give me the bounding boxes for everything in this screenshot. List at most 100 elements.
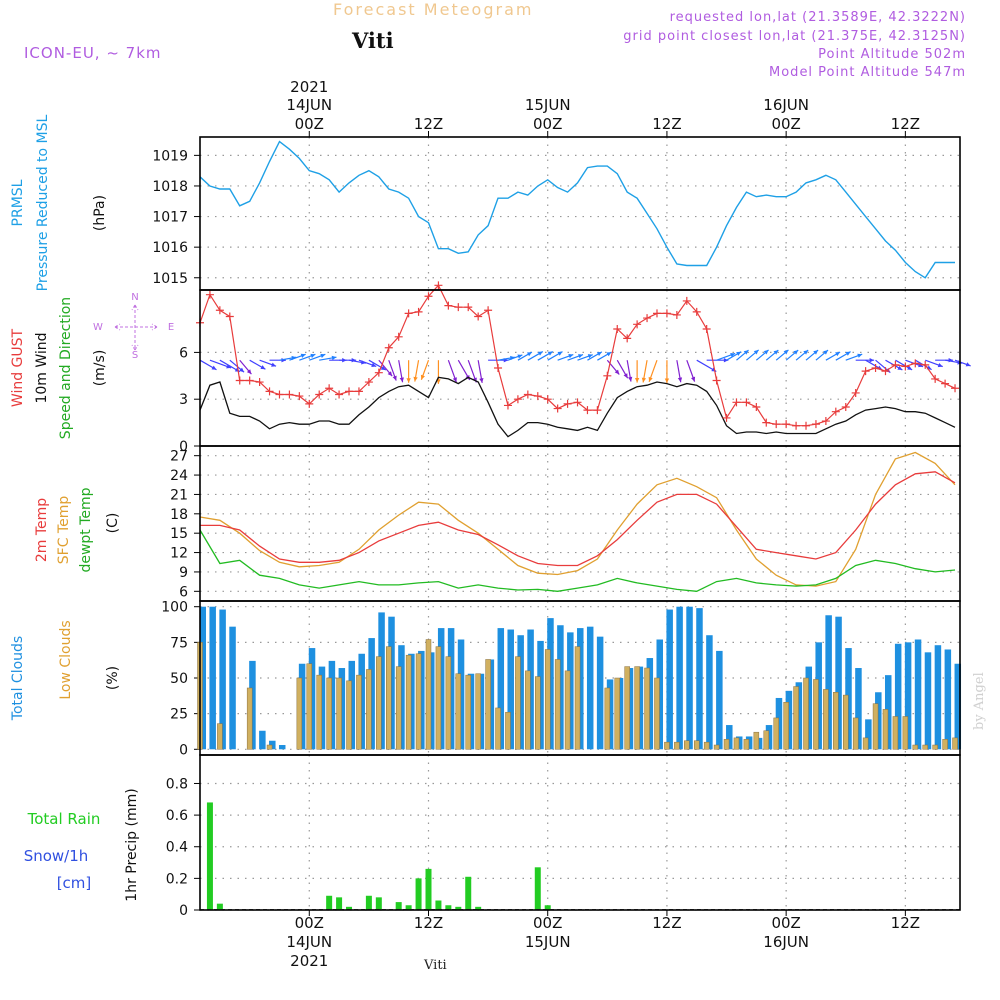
- rain-bar: [544, 905, 551, 910]
- temp-2m-label: 2m Temp: [34, 498, 50, 562]
- low-cloud-bar: [326, 677, 332, 750]
- low-cloud-bar: [852, 717, 859, 750]
- low-cloud-bar: [803, 677, 809, 750]
- wind-arrow-head: [260, 365, 266, 370]
- bottom-date-label: 15JUN: [525, 933, 571, 951]
- wind-arrow-head: [869, 358, 875, 363]
- gust-marker: [404, 309, 413, 318]
- precip-unit: 1hr Precip (mm): [124, 788, 140, 901]
- requested-coords: requested lon,lat (21.3589E, 42.3222N): [669, 10, 966, 25]
- low-cloud-bar: [763, 730, 770, 750]
- gust-marker: [603, 371, 612, 380]
- y-tick-label: 1018: [152, 179, 188, 195]
- dewpoint-label: dewpt Temp: [78, 487, 94, 572]
- wind-arrow-head: [413, 376, 418, 382]
- top-date-label: 14JUN: [286, 96, 332, 114]
- y-tick-label: 0.4: [166, 840, 188, 856]
- wind-arrow-head: [835, 351, 841, 357]
- low-cloud-bar: [654, 677, 660, 750]
- gust-marker: [533, 392, 542, 401]
- wind-arrow-head: [743, 350, 749, 355]
- total-cloud-bar: [904, 642, 912, 750]
- wind-arrow-head: [479, 378, 484, 383]
- low-cloud-bar: [942, 739, 948, 750]
- total-cloud-bar: [855, 668, 862, 750]
- point-altitude: Point Altitude 502m: [818, 47, 966, 62]
- gust-marker: [702, 325, 711, 333]
- gust-marker: [543, 395, 552, 404]
- low-cloud-bar: [296, 677, 303, 750]
- wind-arrow-head: [310, 353, 316, 358]
- y-tick-label: 25: [170, 707, 188, 723]
- y-tick-label: 0.8: [166, 776, 188, 792]
- low-cloud-bar: [554, 659, 561, 750]
- gust-marker: [335, 390, 344, 399]
- total-cloud-bar: [596, 636, 604, 750]
- y-tick-label: 0.2: [166, 871, 188, 887]
- wind-arrow-head: [773, 350, 779, 355]
- panel-frame: [199, 445, 961, 602]
- rain-bar: [455, 906, 462, 910]
- footer-location: Viti: [424, 958, 447, 973]
- gust-marker: [464, 303, 473, 312]
- gust-marker: [782, 420, 791, 429]
- gust-marker: [444, 301, 453, 310]
- y-tick-label: 18: [170, 507, 188, 523]
- rain-bar: [346, 906, 353, 910]
- top-date-label: 16JUN: [763, 96, 809, 114]
- bottom-hour-label: 12Z: [414, 914, 443, 932]
- low-cloud-bar: [405, 654, 412, 750]
- low-cloud-bar: [445, 656, 452, 750]
- low-cloud-bar: [306, 663, 313, 750]
- gust-marker: [613, 325, 622, 333]
- wind-arrow-head: [331, 355, 337, 361]
- wind-arrow-head: [596, 351, 602, 357]
- wind-arrow-head: [823, 350, 829, 355]
- low-cloud-bar: [952, 737, 958, 750]
- wind-arrow-head: [380, 365, 386, 370]
- low-cloud-bar: [217, 723, 223, 750]
- y-tick-label: 0: [179, 903, 188, 919]
- wind-arrow-head: [557, 351, 563, 356]
- rain-bar: [425, 868, 432, 910]
- gust-marker: [563, 399, 572, 408]
- low-cloud-bar: [395, 666, 402, 750]
- low-cloud-bar: [316, 674, 322, 750]
- gust-marker: [454, 303, 463, 312]
- compass-s: S: [132, 350, 138, 361]
- low-cloud-bar: [912, 744, 919, 750]
- total-cloud-bar: [686, 606, 693, 750]
- rain-bars: [206, 802, 551, 910]
- compass-n: N: [131, 292, 138, 303]
- low-cloud-bar: [356, 674, 362, 750]
- total-cloud-bar: [259, 730, 266, 750]
- low-cloud-bar: [684, 740, 690, 750]
- low-cloud-bar: [823, 689, 829, 750]
- model-altitude: Model Point Altitude 547m: [769, 65, 966, 80]
- gust-marker: [871, 364, 880, 372]
- wind-arrow-head: [568, 354, 574, 359]
- y-tick-label: 0.6: [166, 808, 188, 824]
- temp-sfc-line: [199, 451, 956, 587]
- low-cloud-bar: [336, 677, 342, 750]
- low-cloud-bar: [624, 666, 630, 750]
- compass-w: W: [93, 322, 103, 333]
- low-cloud-bar: [644, 667, 650, 750]
- rain-bar: [395, 902, 402, 910]
- wind-arrow-head: [641, 377, 647, 383]
- top-hour-label: 12Z: [414, 115, 443, 133]
- compass-rose: [114, 304, 158, 351]
- gust-marker: [225, 312, 234, 321]
- low-cloud-bar: [674, 741, 680, 750]
- low-cloud-bar: [892, 716, 899, 750]
- top-hour-label: 00Z: [295, 115, 324, 133]
- low-cloud-bar: [525, 670, 531, 750]
- top-year-label: 2021: [290, 78, 328, 96]
- low-cloud-bar: [922, 744, 928, 750]
- gust-marker: [345, 387, 354, 396]
- low-cloud-bar: [415, 653, 422, 750]
- top-hour-label: 12Z: [652, 115, 681, 133]
- gust-marker: [325, 384, 334, 393]
- bottom-hour-label: 00Z: [533, 914, 562, 932]
- wind-arrow-head: [937, 362, 943, 368]
